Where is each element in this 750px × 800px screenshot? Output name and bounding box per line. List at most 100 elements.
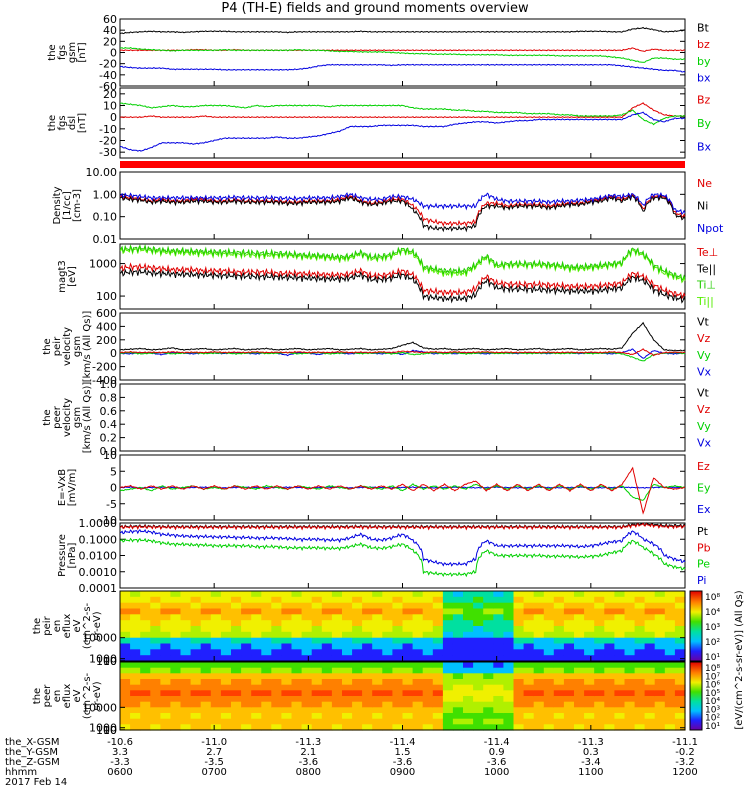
spectrogram-cell <box>210 620 222 627</box>
colorbar-tick: 10⁸ <box>705 593 720 603</box>
spectrogram-cell <box>503 637 515 645</box>
spectrogram-cell <box>362 690 373 697</box>
spectrogram-cell <box>553 620 565 627</box>
spectrogram-cell <box>674 690 686 697</box>
spectrogram-cell <box>180 690 192 697</box>
spectrogram-cell <box>503 724 515 731</box>
spectrogram-cell <box>231 684 242 691</box>
spectrogram-cell <box>533 643 545 650</box>
spectrogram-cell <box>553 602 565 610</box>
spectrogram-cell <box>301 662 313 669</box>
spectrogram-cell <box>594 643 605 650</box>
spectrogram-cell <box>523 631 535 639</box>
colorbar-tick: 10³ <box>705 623 720 633</box>
spectrogram-cell <box>160 690 172 697</box>
spectrogram-cell <box>190 679 202 686</box>
spectrogram-cell <box>210 602 222 610</box>
spectrogram-cell <box>402 643 414 650</box>
spectrogram-cell <box>432 620 444 627</box>
spectrogram-cell <box>301 684 313 691</box>
spectrogram-cell <box>654 684 666 691</box>
y-axis-label: dsl <box>67 116 78 130</box>
spectrogram-cell <box>311 649 323 656</box>
spectrogram-cell <box>382 631 393 639</box>
y-axis-label: [mV/m] <box>67 469 78 507</box>
spectrogram-cell <box>281 696 293 703</box>
spectrogram-cell <box>210 701 222 708</box>
spectrogram-cell <box>342 701 353 708</box>
spectrogram-cell <box>574 667 585 674</box>
spectrogram-cell <box>432 707 444 714</box>
y-tick-label: 40 <box>103 24 117 37</box>
spectrogram-cell <box>342 718 353 725</box>
spectrogram-cell <box>352 662 363 669</box>
spectrogram-cell <box>180 673 192 680</box>
spectrogram-cell <box>644 713 656 720</box>
spectrogram-cell <box>130 684 141 691</box>
spectrogram-cell <box>503 701 515 708</box>
spectrogram-cell <box>200 655 212 662</box>
spectrogram-cell <box>473 631 484 639</box>
spectrogram-cell <box>533 596 545 604</box>
spectrogram-cell <box>574 718 585 725</box>
spectrogram-cell <box>523 713 535 720</box>
spectrogram-cell <box>321 718 333 725</box>
spectrogram-cell <box>372 667 383 674</box>
spectrogram-cell <box>231 631 242 639</box>
spectrogram-cell <box>231 626 242 633</box>
spectrogram-cell <box>372 707 383 714</box>
spectrogram-cell <box>422 591 434 598</box>
spectrogram-cell <box>624 620 636 627</box>
spectrogram-cell <box>574 620 585 627</box>
spectrogram-cell <box>543 608 555 615</box>
spectrogram-cell <box>442 596 454 604</box>
spectrogram-cell <box>241 718 252 725</box>
spectrogram-cell <box>271 713 282 720</box>
spectrogram-cell <box>503 608 515 615</box>
spectrogram-cell <box>422 696 434 703</box>
spectrogram-cell <box>140 724 151 731</box>
spectrogram-cell <box>352 655 363 662</box>
spectrogram-cell <box>483 662 494 669</box>
spectrogram-cell <box>200 707 212 714</box>
spectrogram-cell <box>190 614 202 621</box>
spectrogram-cell <box>231 620 242 627</box>
spectrogram-cell <box>594 673 605 680</box>
spectrogram-cell <box>382 626 393 633</box>
spectrogram-cell <box>372 649 383 656</box>
spectrogram-cell <box>180 655 192 662</box>
spectrogram-cell <box>251 626 262 633</box>
spectrogram-cell <box>180 679 192 686</box>
y-axis-label: gsm <box>72 407 83 428</box>
spectrogram-cell <box>553 713 565 720</box>
spectrogram-cell <box>523 637 535 645</box>
spectrogram-cell <box>523 724 535 731</box>
spectrogram-cell <box>180 637 192 645</box>
spectrogram-cell <box>220 626 232 633</box>
spectrogram-cell <box>140 684 151 691</box>
y-tick-label: -10 <box>99 123 117 136</box>
spectrogram-cell <box>533 631 545 639</box>
spectrogram-cell <box>594 614 605 621</box>
spectrogram-cell <box>190 707 202 714</box>
spectrogram-cell <box>604 637 615 645</box>
spectrogram-cell <box>321 626 333 633</box>
spectrogram-cell <box>321 649 333 656</box>
spectrogram-cell <box>291 608 303 615</box>
spectrogram-cell <box>624 667 636 674</box>
spectrogram-cell <box>150 626 161 633</box>
spectrogram-cell <box>644 643 656 650</box>
spectrogram-cell <box>352 713 363 720</box>
spectrogram-cell <box>301 655 313 662</box>
x-row-value: -3.6 <box>299 757 319 768</box>
y-axis-label: the <box>42 409 53 425</box>
spectrogram-cell <box>452 673 464 680</box>
spectrogram-cell <box>311 608 323 615</box>
spectrogram-cell <box>382 684 393 691</box>
y-axis-label: fgs <box>57 115 68 130</box>
spectrogram-cell <box>281 690 293 697</box>
spectrogram-cell <box>442 608 454 615</box>
spectrogram-cell <box>291 620 303 627</box>
spectrogram-cell <box>442 684 454 691</box>
spectrogram-cell <box>311 643 323 650</box>
